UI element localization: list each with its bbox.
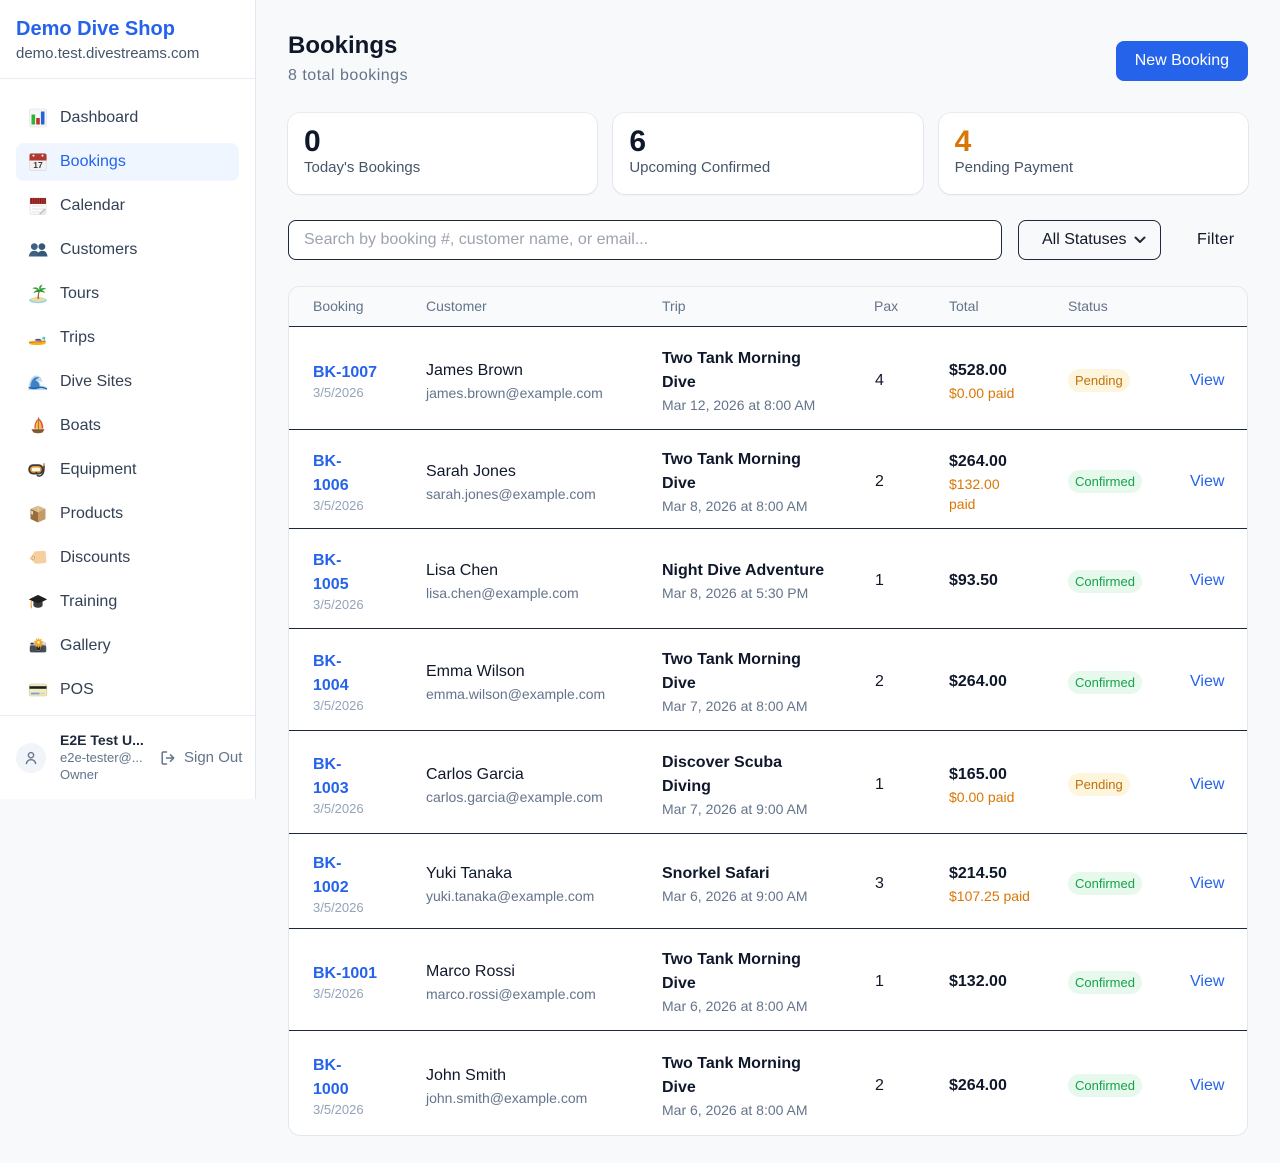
svg-text:17: 17 [33,160,43,170]
